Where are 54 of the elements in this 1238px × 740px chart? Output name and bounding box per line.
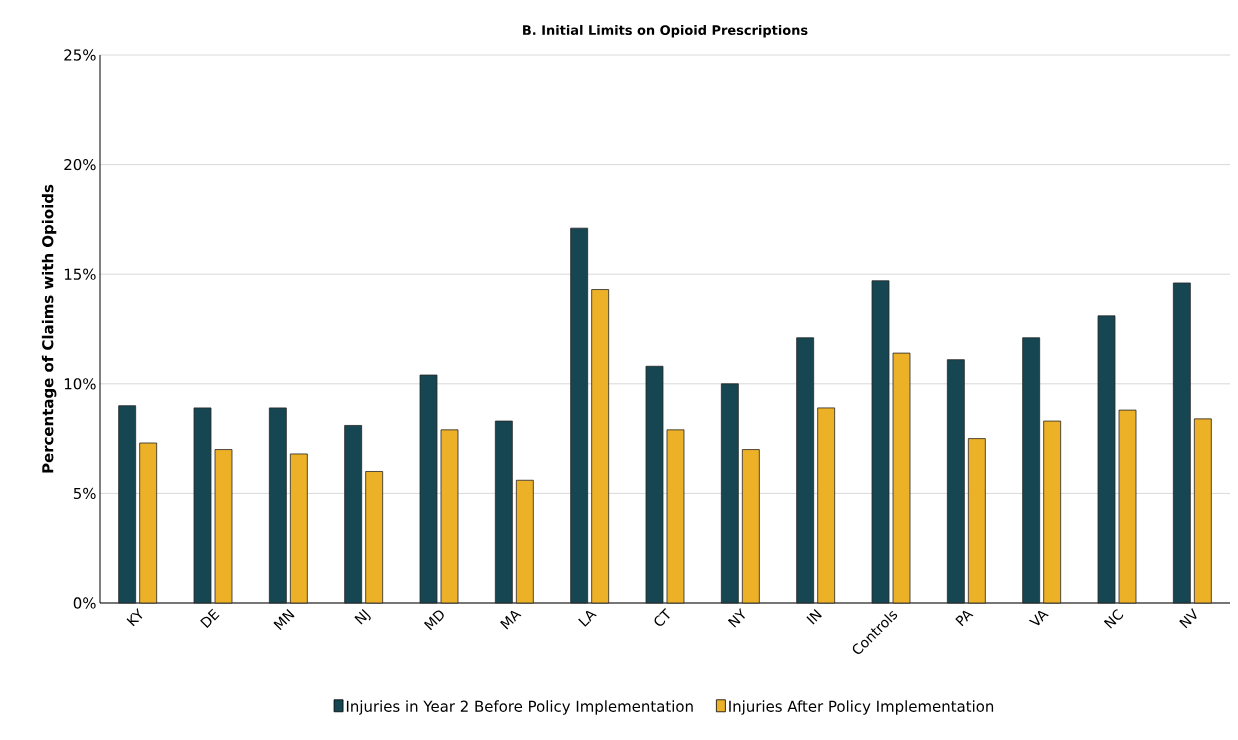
y-tick-label: 15% bbox=[64, 268, 96, 280]
x-tick-label: MA bbox=[500, 610, 522, 630]
bar bbox=[494, 420, 513, 604]
x-tick-label: NV bbox=[1179, 608, 1197, 629]
x-tick-label: NY bbox=[727, 607, 745, 628]
bar bbox=[720, 383, 739, 604]
bar bbox=[645, 365, 664, 604]
bar bbox=[570, 227, 589, 604]
bar bbox=[515, 479, 534, 604]
x-tick-label: DE bbox=[200, 608, 220, 629]
y-tick-label: 5% bbox=[73, 487, 96, 500]
bar bbox=[817, 407, 836, 604]
bar bbox=[365, 471, 384, 604]
bar bbox=[591, 289, 610, 604]
bar bbox=[214, 449, 233, 604]
bar bbox=[1022, 337, 1041, 604]
x-tick-label: PA bbox=[955, 610, 974, 627]
bar bbox=[892, 352, 911, 604]
bar bbox=[1043, 420, 1062, 604]
y-axis-title: Percentage of Claims with Opioids bbox=[41, 184, 57, 473]
bar bbox=[440, 429, 459, 604]
bar bbox=[967, 438, 986, 604]
bar bbox=[289, 453, 308, 604]
bar bbox=[193, 407, 212, 604]
bar bbox=[741, 449, 760, 604]
x-tick-label: KY bbox=[126, 607, 143, 627]
x-tick-label: IN bbox=[806, 608, 822, 625]
x-tick-label: NJ bbox=[354, 608, 371, 625]
bar bbox=[871, 280, 890, 604]
bar bbox=[419, 374, 438, 604]
y-tick-label: 10% bbox=[64, 378, 96, 390]
bar bbox=[118, 405, 137, 604]
bar bbox=[139, 442, 158, 604]
bar bbox=[946, 359, 965, 604]
x-tick-label: MN bbox=[273, 608, 295, 631]
bar bbox=[666, 429, 685, 604]
bar bbox=[1097, 315, 1116, 604]
x-tick-label: MD bbox=[423, 610, 444, 631]
bar bbox=[1193, 418, 1212, 604]
x-tick-label: LA bbox=[578, 610, 597, 627]
legend-label: Injuries in Year 2 Before Policy Implementation bbox=[346, 700, 693, 715]
x-tick-label: VA bbox=[1028, 610, 1049, 626]
y-tick-label: 25% bbox=[64, 49, 96, 61]
y-tick-label: 0% bbox=[73, 597, 96, 609]
bar bbox=[344, 425, 363, 604]
chart-title: B. Initial Limits on Opioid Prescriptions bbox=[523, 24, 808, 38]
bar bbox=[796, 337, 815, 604]
y-tick-label: 20% bbox=[64, 158, 96, 171]
bar bbox=[268, 407, 287, 604]
x-tick-label: NC bbox=[1103, 609, 1124, 629]
bar bbox=[1172, 282, 1191, 604]
legend-label: Injuries After Policy Implementation bbox=[729, 700, 994, 715]
x-tick-label: CT bbox=[654, 608, 670, 626]
bar bbox=[1118, 409, 1137, 604]
